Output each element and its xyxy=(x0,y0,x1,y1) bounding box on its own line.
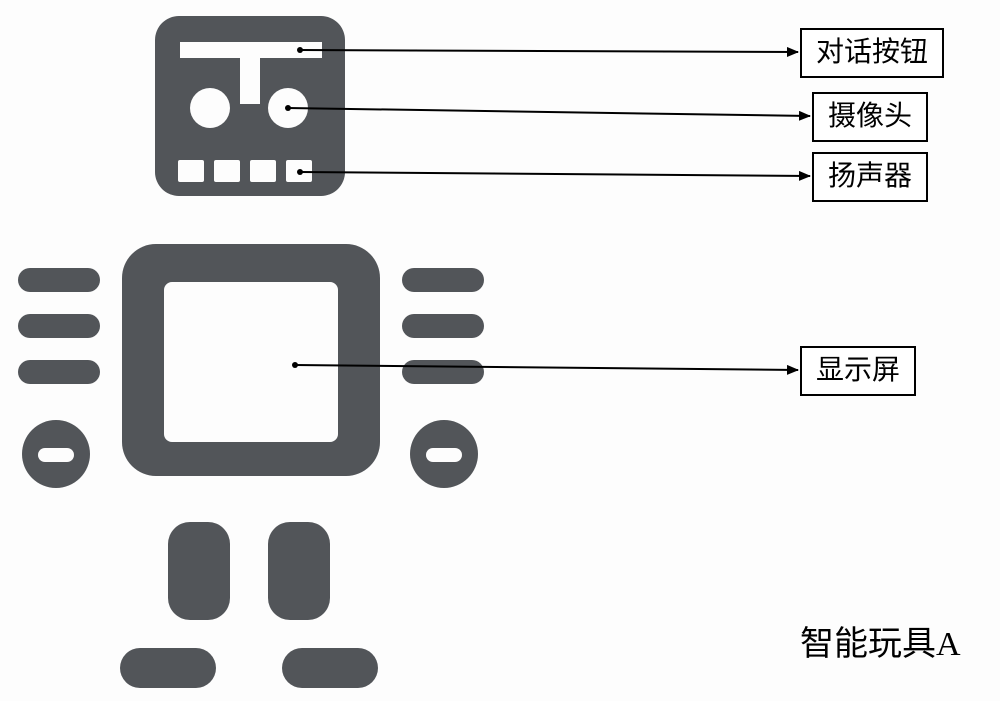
diagram-canvas: 对话按钮 摄像头 扬声器 显示屏 智能玩具A xyxy=(0,0,1000,701)
label-screen: 显示屏 xyxy=(800,346,916,396)
label-camera: 摄像头 xyxy=(812,92,928,142)
label-dialog-button: 对话按钮 xyxy=(800,28,944,78)
diagram-title: 智能玩具A xyxy=(800,616,961,665)
label-speaker: 扬声器 xyxy=(812,152,928,202)
